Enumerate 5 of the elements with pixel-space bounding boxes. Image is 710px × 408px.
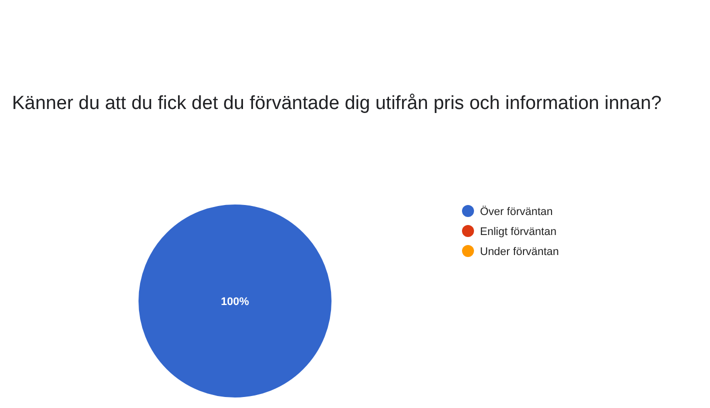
data-label: 100% [220,296,250,308]
chart-title: Känner du att du fick det du förväntade dig utifrån pris och information innan? [12,93,662,114]
legend-label: Över förväntan [480,204,553,218]
legend-label: Enligt förväntan [480,226,556,238]
legend-label: Under förväntan [480,246,559,258]
